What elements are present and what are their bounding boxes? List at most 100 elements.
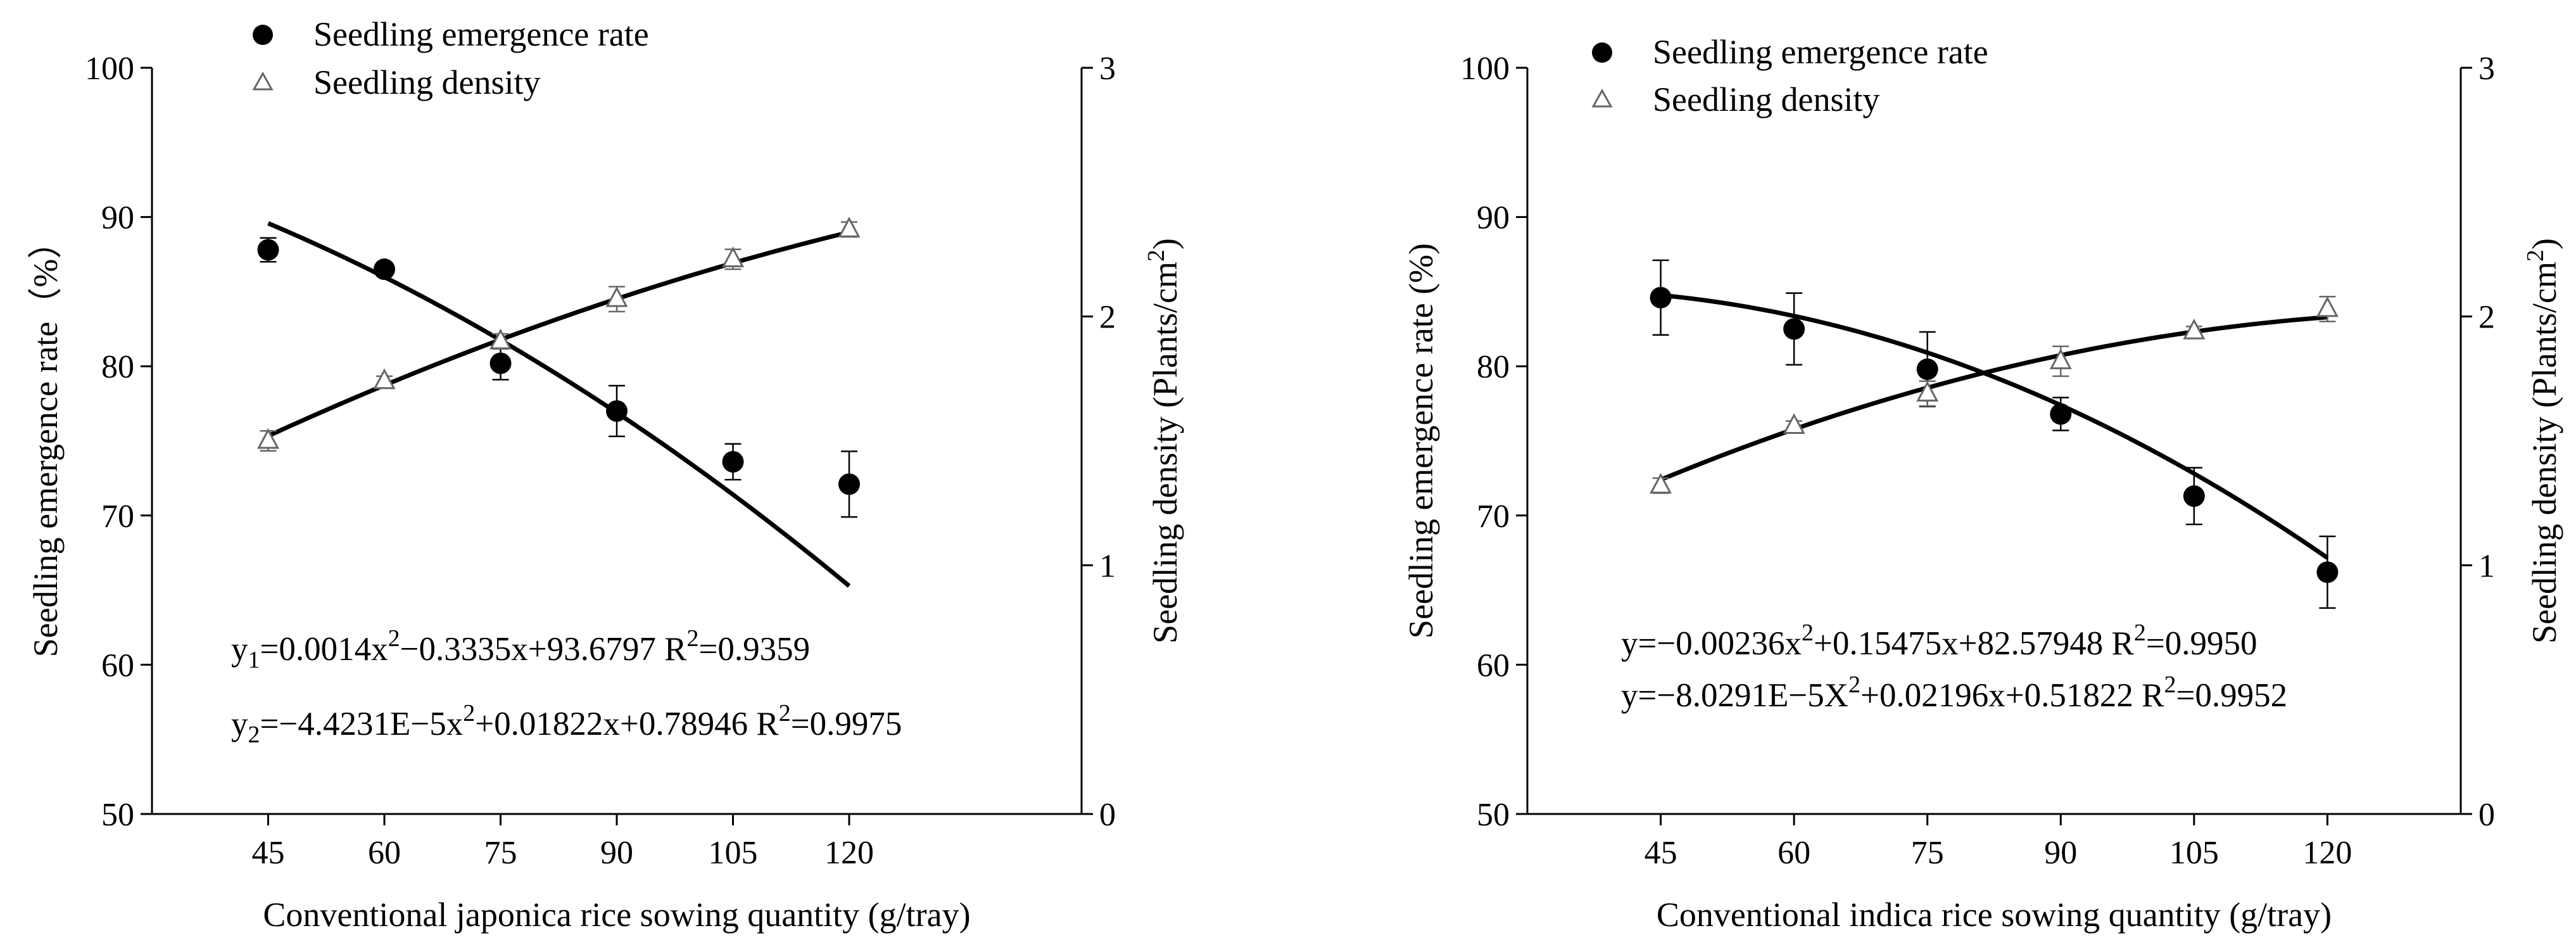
x-tick-label: 120: [2302, 835, 2352, 871]
x-tick-label: 75: [1911, 835, 1944, 871]
equation-segment: +0.15475x+82.57948 R: [1814, 625, 2135, 662]
x-tick-label: 90: [2044, 835, 2077, 871]
emergence-point: [2050, 403, 2072, 425]
emergence-point: [606, 400, 628, 422]
y-axis-right-title: Seedling density (Plants/cm2): [2522, 238, 2563, 644]
equation-segment: =0.9950: [2146, 625, 2257, 662]
x-tick-label: 105: [709, 835, 758, 871]
y-left-tick-label: 90: [1477, 200, 1510, 236]
equation-segment: =0.9359: [699, 631, 811, 668]
x-tick-label: 90: [600, 835, 633, 871]
density-point: [1916, 381, 1939, 402]
density-point: [2049, 348, 2072, 369]
y-left-tick-label: 80: [101, 349, 134, 385]
y-right-tick-label: 3: [2478, 51, 2495, 87]
equation-segment: =0.9975: [791, 706, 902, 742]
equation-segment: 2: [463, 700, 475, 727]
y-left-tick-label: 70: [101, 499, 134, 535]
equation-line: y=−0.00236x2+0.15475x+82.57948 R2=0.9950: [1621, 620, 2257, 662]
legend-label-emergence: Seedling emergence rate: [313, 15, 649, 53]
emergence-point: [2183, 485, 2205, 507]
equation-segment: y=−8.0291E−5X: [1621, 677, 1848, 714]
y-left-tick-label: 80: [1477, 349, 1510, 385]
density-point: [721, 246, 745, 267]
equation-segment: +0.02196x+0.51822 R: [1860, 677, 2164, 714]
emergence-point: [489, 352, 512, 374]
y-axis-right-title-tail: ): [2525, 238, 2563, 250]
y-axis-right-title-main: Seedling density (Plants/cm: [2525, 262, 2563, 644]
equation-segment: 2: [1848, 671, 1860, 698]
x-tick-label: 45: [252, 835, 285, 871]
y-right-tick-label: 1: [1099, 548, 1116, 584]
density-point: [256, 428, 280, 449]
emergence-point: [1650, 286, 1672, 308]
x-tick-label: 105: [2169, 835, 2219, 871]
emergence-point: [1783, 318, 1805, 340]
y-right-tick-label: 2: [1099, 300, 1116, 336]
emergence-point: [2316, 561, 2339, 583]
equation-segment: y: [231, 706, 248, 742]
y-axis-right-title-main: Seedling density (Plants/cm: [1146, 262, 1184, 644]
y-left-tick-label: 50: [1477, 797, 1510, 833]
equation-line: y1=0.0014x2−0.3335x+93.6797 R2=0.9359: [231, 625, 810, 673]
y-right-tick-label: 1: [2478, 548, 2495, 584]
equation-segment: =0.9952: [2176, 677, 2287, 714]
equation-segment: y=−0.00236x: [1621, 625, 1802, 662]
emergence-point: [257, 239, 279, 261]
equation-segment: 2: [2164, 671, 2176, 698]
y-left-tick-label: 90: [101, 200, 134, 236]
equation-segment: 1: [248, 647, 260, 673]
legend-label-emergence: Seedling emergence rate: [1653, 33, 1988, 71]
emergence-point: [374, 258, 395, 281]
density-point: [1650, 473, 1672, 494]
emergence-point: [1916, 358, 1938, 380]
y-left-tick-label: 100: [1460, 51, 1510, 87]
density-point: [605, 286, 628, 307]
legend-marker-density: [252, 71, 274, 91]
x-axis-title: Conventional indica rice sowing quantity…: [1657, 896, 2332, 934]
y-left-tick-label: 100: [85, 51, 134, 87]
equation-line: y2=−4.4231E−5x2+0.01822x+0.78946 R2=0.99…: [231, 700, 902, 748]
chart-panel-indica: 45 60 75 90 105 120 50 60 70 80 90 100 0 1 2 3 Conventio…: [1402, 33, 2563, 934]
equation-segment: +0.01822x+0.78946 R: [475, 706, 779, 742]
fit-emergence-curve: [267, 221, 851, 588]
chart-panel-japonica: 45 60 75 90 105 120 50 60 70 80 90 100 0 1 2 3 Conventio…: [27, 15, 1184, 934]
equation-segment: =−4.4231E−5x: [260, 706, 464, 742]
x-tick-label: 75: [484, 835, 517, 871]
x-tick-label: 45: [1645, 835, 1677, 871]
fit-density-curve: [267, 230, 850, 438]
equation-segment: y: [231, 631, 248, 668]
y-axis-left-title: Seedling emergence rate（%）: [27, 225, 65, 658]
density-point: [489, 328, 512, 350]
y-right-tick-label: 3: [1099, 51, 1116, 87]
legend-marker-density: [1591, 88, 1613, 108]
equation-segment: 2: [2134, 620, 2146, 646]
density-point: [2183, 319, 2206, 340]
equation-segment: 2: [779, 700, 791, 727]
y-left-tick-label: 60: [101, 647, 134, 683]
y-left-tick-label: 50: [101, 797, 134, 833]
fit-emergence-curve: [1660, 293, 2329, 560]
y-axis-right-title-sup: 2: [1143, 250, 1170, 262]
density-point: [1783, 413, 1805, 434]
equation-segment: 2: [687, 625, 699, 652]
legend-marker-emergence: [253, 25, 273, 45]
equation-segment: 2: [248, 721, 260, 748]
legend-marker-emergence: [1592, 42, 1612, 63]
equation-segment: =0.0014x: [260, 631, 388, 668]
x-tick-label: 60: [1777, 835, 1810, 871]
emergence-point: [722, 450, 744, 473]
equation-segment: −0.3335x+93.6797 R: [400, 631, 688, 668]
y-left-tick-label: 60: [1477, 647, 1510, 683]
y-axis-right-title-tail: ): [1146, 238, 1184, 250]
equation-line: y=−8.0291E−5X2+0.02196x+0.51822 R2=0.995…: [1621, 671, 2287, 714]
y-axis-right-title-sup: 2: [2522, 250, 2549, 262]
legend-label-density: Seedling density: [313, 63, 540, 101]
x-tick-label: 60: [368, 835, 401, 871]
y-axis-right-title: Seedling density (Plants/cm2): [1143, 238, 1184, 644]
y-right-tick-label: 0: [2478, 797, 2495, 833]
density-point: [373, 368, 396, 390]
legend-label-density: Seedling density: [1653, 80, 1879, 118]
y-right-tick-label: 0: [1099, 797, 1116, 833]
